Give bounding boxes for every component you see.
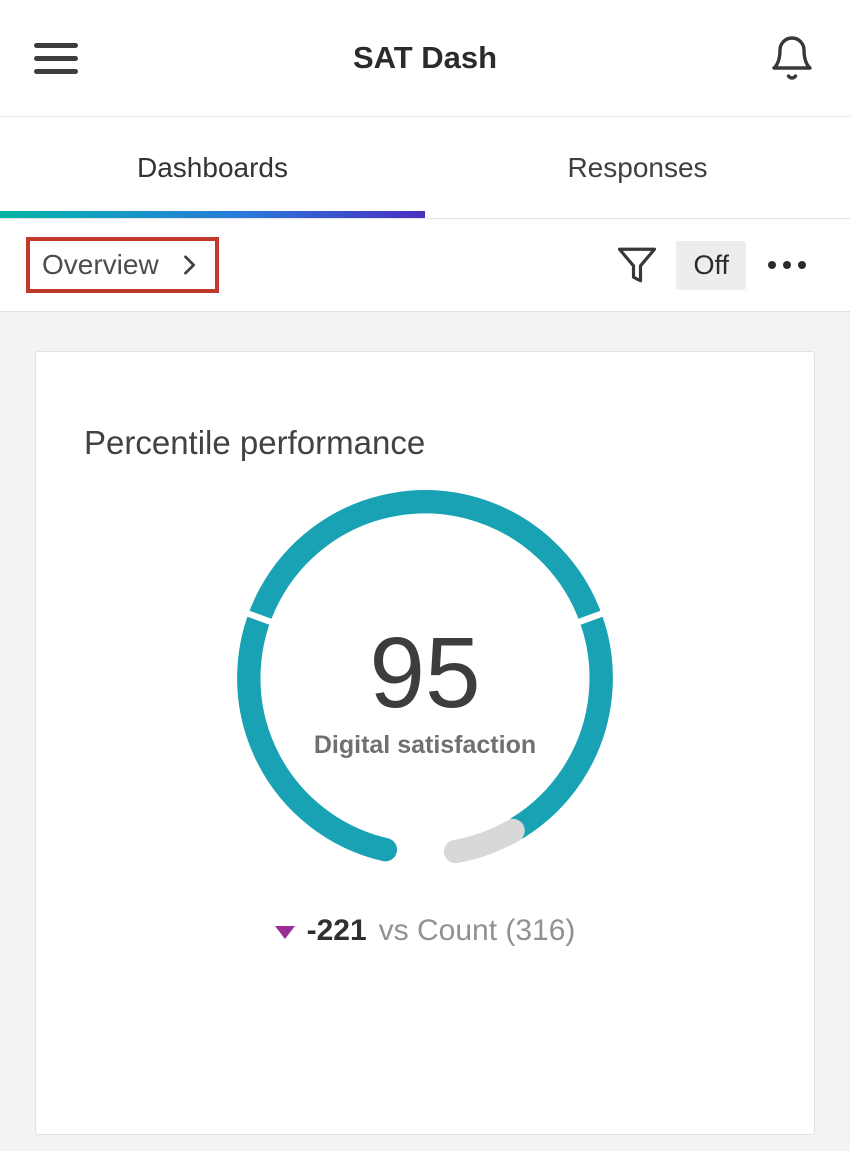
app-header: SAT Dash bbox=[0, 0, 850, 117]
percentile-widget-card: Percentile performance 95 Digital satisf… bbox=[35, 351, 815, 1135]
ellipsis-icon bbox=[764, 251, 810, 279]
breadcrumb-overview[interactable]: Overview bbox=[42, 249, 203, 281]
tab-dashboards[interactable]: Dashboards bbox=[0, 117, 425, 218]
filter-state-chip[interactable]: Off bbox=[676, 240, 746, 290]
gauge-svg bbox=[236, 490, 614, 864]
gauge-chart: 95 Digital satisfaction bbox=[235, 488, 615, 868]
dashboard-toolbar: Overview Off bbox=[0, 219, 850, 312]
widget-title: Percentile performance bbox=[84, 424, 426, 461]
annotation-highlight-box: Overview bbox=[26, 237, 219, 293]
delta-comparison: vs Count (316) bbox=[378, 914, 576, 947]
breadcrumb-label: Overview bbox=[42, 249, 159, 280]
tab-dashboards-label: Dashboards bbox=[137, 151, 288, 183]
menu-icon[interactable] bbox=[34, 39, 78, 78]
chevron-right-icon bbox=[183, 255, 195, 275]
delta-row: -221 vs Count (316) bbox=[36, 914, 814, 948]
notifications-bell-icon[interactable] bbox=[768, 34, 816, 82]
more-options-button[interactable] bbox=[764, 251, 810, 279]
content-area: Percentile performance 95 Digital satisf… bbox=[0, 312, 850, 1151]
tab-responses-label: Responses bbox=[567, 151, 708, 183]
triangle-down-icon bbox=[274, 926, 295, 939]
delta-value: -221 bbox=[306, 914, 367, 947]
toolbar-actions: Off bbox=[616, 240, 810, 290]
tab-responses[interactable]: Responses bbox=[425, 117, 850, 218]
tab-bar: Dashboards Responses bbox=[0, 117, 850, 219]
filter-funnel-icon[interactable] bbox=[616, 244, 658, 286]
active-tab-indicator bbox=[0, 211, 425, 218]
app-title: SAT Dash bbox=[352, 40, 498, 75]
